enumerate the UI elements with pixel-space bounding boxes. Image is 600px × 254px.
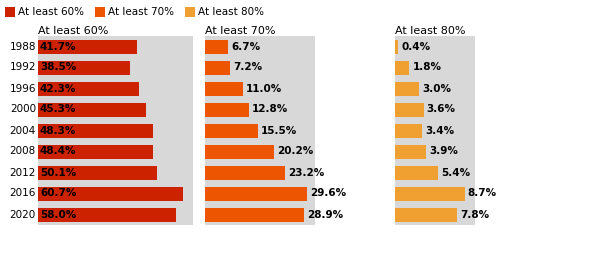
Bar bbox=[205, 103, 249, 117]
Bar bbox=[205, 162, 315, 183]
Text: 6.7%: 6.7% bbox=[231, 41, 260, 52]
Text: 1992: 1992 bbox=[10, 62, 36, 72]
Bar bbox=[205, 82, 243, 96]
Bar bbox=[95, 7, 105, 17]
Bar bbox=[395, 166, 438, 180]
Bar bbox=[205, 141, 315, 162]
Text: 3.9%: 3.9% bbox=[429, 147, 458, 156]
Text: 3.4%: 3.4% bbox=[425, 125, 454, 135]
Text: 20.2%: 20.2% bbox=[277, 147, 314, 156]
Text: 3.6%: 3.6% bbox=[427, 104, 456, 115]
Text: 11.0%: 11.0% bbox=[246, 84, 282, 93]
Bar bbox=[395, 186, 464, 200]
Text: 38.5%: 38.5% bbox=[40, 62, 76, 72]
Text: 5.4%: 5.4% bbox=[441, 167, 470, 178]
Text: 23.2%: 23.2% bbox=[288, 167, 324, 178]
Bar bbox=[395, 208, 457, 221]
Bar bbox=[38, 103, 146, 117]
Bar bbox=[205, 120, 315, 141]
Bar bbox=[395, 120, 475, 141]
Text: 15.5%: 15.5% bbox=[261, 125, 298, 135]
Bar bbox=[205, 99, 315, 120]
Text: 8.7%: 8.7% bbox=[467, 188, 497, 198]
Text: 58.0%: 58.0% bbox=[40, 210, 76, 219]
Bar bbox=[38, 145, 154, 158]
Text: 3.0%: 3.0% bbox=[422, 84, 451, 93]
Bar bbox=[395, 82, 419, 96]
Text: 2004: 2004 bbox=[10, 125, 36, 135]
Bar bbox=[205, 186, 307, 200]
Text: 1.8%: 1.8% bbox=[412, 62, 442, 72]
Text: 50.1%: 50.1% bbox=[40, 167, 76, 178]
Bar bbox=[38, 183, 193, 204]
Bar bbox=[38, 186, 183, 200]
Bar bbox=[395, 99, 475, 120]
Bar bbox=[38, 57, 193, 78]
Bar bbox=[395, 60, 409, 74]
Bar bbox=[395, 103, 424, 117]
Text: 7.2%: 7.2% bbox=[233, 62, 262, 72]
Bar bbox=[38, 40, 137, 54]
Bar bbox=[395, 123, 422, 137]
Bar bbox=[205, 78, 315, 99]
Text: 48.4%: 48.4% bbox=[40, 147, 77, 156]
Text: 7.8%: 7.8% bbox=[460, 210, 490, 219]
Text: 2000: 2000 bbox=[10, 104, 36, 115]
Text: 45.3%: 45.3% bbox=[40, 104, 76, 115]
Text: 28.9%: 28.9% bbox=[307, 210, 343, 219]
Text: 2008: 2008 bbox=[10, 147, 36, 156]
Bar bbox=[38, 162, 193, 183]
Text: 0.4%: 0.4% bbox=[401, 41, 430, 52]
Bar bbox=[395, 36, 475, 57]
Text: 2020: 2020 bbox=[10, 210, 36, 219]
Text: 1996: 1996 bbox=[10, 84, 36, 93]
Text: At least 70%: At least 70% bbox=[108, 7, 174, 17]
Bar bbox=[395, 145, 426, 158]
Bar bbox=[38, 123, 153, 137]
Bar bbox=[38, 141, 193, 162]
Bar bbox=[5, 7, 15, 17]
Bar bbox=[205, 60, 230, 74]
Text: At least 80%: At least 80% bbox=[198, 7, 264, 17]
Bar bbox=[38, 36, 193, 57]
Bar bbox=[38, 120, 193, 141]
Bar bbox=[205, 145, 274, 158]
Bar bbox=[205, 40, 228, 54]
Text: 1988: 1988 bbox=[10, 41, 36, 52]
Text: 2016: 2016 bbox=[10, 188, 36, 198]
Text: 12.8%: 12.8% bbox=[252, 104, 288, 115]
Text: At least 60%: At least 60% bbox=[18, 7, 84, 17]
Bar bbox=[205, 57, 315, 78]
Bar bbox=[205, 166, 285, 180]
Text: 42.3%: 42.3% bbox=[40, 84, 76, 93]
Bar bbox=[38, 60, 130, 74]
Text: 60.7%: 60.7% bbox=[40, 188, 76, 198]
Bar bbox=[185, 7, 195, 17]
Bar bbox=[395, 57, 475, 78]
Bar bbox=[395, 78, 475, 99]
Bar bbox=[205, 208, 304, 221]
Text: 29.6%: 29.6% bbox=[310, 188, 346, 198]
Bar bbox=[205, 36, 315, 57]
Bar bbox=[38, 166, 157, 180]
Bar bbox=[38, 99, 193, 120]
Bar bbox=[395, 183, 475, 204]
Text: 41.7%: 41.7% bbox=[40, 41, 77, 52]
Bar bbox=[395, 162, 475, 183]
Bar bbox=[38, 204, 193, 225]
Bar bbox=[38, 78, 193, 99]
Bar bbox=[395, 40, 398, 54]
Text: At least 80%: At least 80% bbox=[395, 26, 466, 36]
Bar bbox=[395, 204, 475, 225]
Text: At least 60%: At least 60% bbox=[38, 26, 109, 36]
Bar bbox=[205, 183, 315, 204]
Bar bbox=[38, 82, 139, 96]
Text: 2012: 2012 bbox=[10, 167, 36, 178]
Bar bbox=[205, 123, 258, 137]
Bar bbox=[38, 208, 176, 221]
Bar bbox=[205, 204, 315, 225]
Bar bbox=[395, 141, 475, 162]
Text: At least 70%: At least 70% bbox=[205, 26, 275, 36]
Text: 48.3%: 48.3% bbox=[40, 125, 76, 135]
